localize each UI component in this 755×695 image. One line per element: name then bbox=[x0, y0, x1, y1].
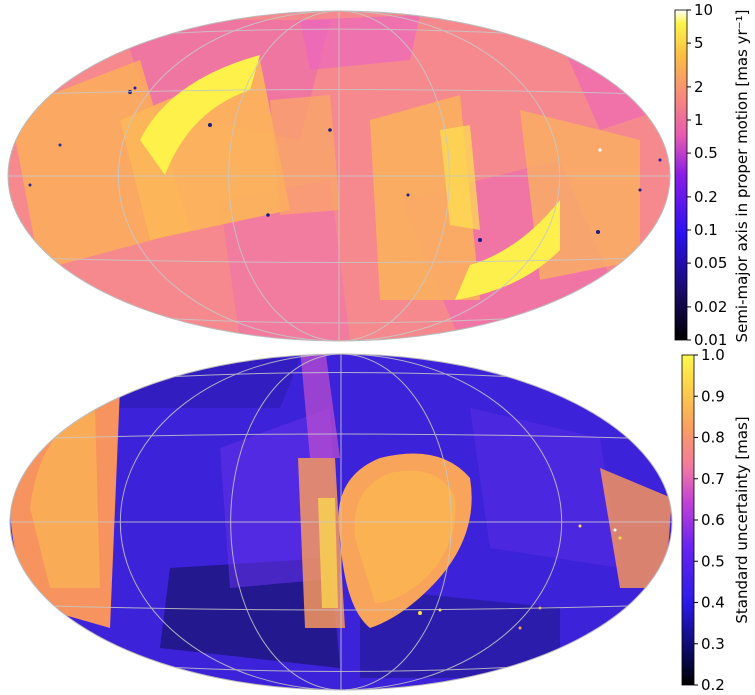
top-skymap: 10 5 2 1 0.5 0.2 0.1 0.05 0.02 0.01 Semi-major ax… bbox=[7, 1, 751, 348]
top-map-panel: 10 5 2 1 0.5 0.2 0.1 0.05 0.02 0.01 Semi-major ax… bbox=[7, 1, 751, 348]
colorbar-tick-label: 0.6 bbox=[701, 511, 725, 529]
colorbar-tick-label: 0.02 bbox=[694, 298, 727, 316]
colorbar-tick-label: 0.5 bbox=[694, 144, 718, 162]
bottom-colorbar bbox=[681, 354, 695, 686]
bottom-map-border bbox=[9, 353, 673, 691]
colorbar-tick-label: 0.7 bbox=[701, 470, 725, 488]
top-map-fill bbox=[8, 11, 670, 341]
colorbar-tick-label: 0.01 bbox=[694, 331, 727, 348]
top-graticule bbox=[7, 10, 670, 342]
colorbar-tick-label: 0.9 bbox=[701, 387, 725, 405]
colorbar-tick-label: 0.2 bbox=[694, 188, 718, 206]
colorbar-tick-label: 0.4 bbox=[701, 594, 725, 612]
bottom-map-panel: 1.0 0.9 0.8 0.7 0.6 0.5 0.4 0.3 0.2 Standard unc… bbox=[0, 348, 755, 695]
colorbar-tick-label: 0.3 bbox=[701, 635, 725, 653]
colorbar-tick-label: 0.2 bbox=[701, 676, 725, 694]
top-map-border bbox=[7, 10, 671, 342]
colorbar-tick-label: 1.0 bbox=[701, 348, 725, 364]
top-colorbar bbox=[674, 9, 688, 341]
bottom-graticule bbox=[10, 353, 672, 691]
colorbar-tick-label: 5 bbox=[694, 34, 704, 52]
colorbar-tick-label: 0.1 bbox=[694, 221, 718, 239]
colorbar-tick-label: 0.8 bbox=[701, 429, 725, 447]
colorbar-tick-label: 0.5 bbox=[701, 552, 725, 570]
bottom-colorbar-ticks: 1.0 0.9 0.8 0.7 0.6 0.5 0.4 0.3 0.2 bbox=[694, 348, 725, 694]
top-colorbar-label: Semi-major axis in proper motion [mas yr… bbox=[733, 10, 751, 343]
bottom-colorbar-label: Standard uncertainty [mas] bbox=[733, 416, 751, 623]
colorbar-tick-label: 10 bbox=[694, 1, 713, 19]
top-colorbar-ticks: 10 5 2 1 0.5 0.2 0.1 0.05 0.02 0.01 bbox=[687, 1, 727, 348]
bottom-skymap: 1.0 0.9 0.8 0.7 0.6 0.5 0.4 0.3 0.2 Standard unc… bbox=[9, 348, 751, 694]
colorbar-tick-label: 1 bbox=[694, 111, 704, 129]
colorbar-tick-label: 2 bbox=[694, 78, 704, 96]
colorbar-tick-label: 0.05 bbox=[694, 254, 727, 272]
